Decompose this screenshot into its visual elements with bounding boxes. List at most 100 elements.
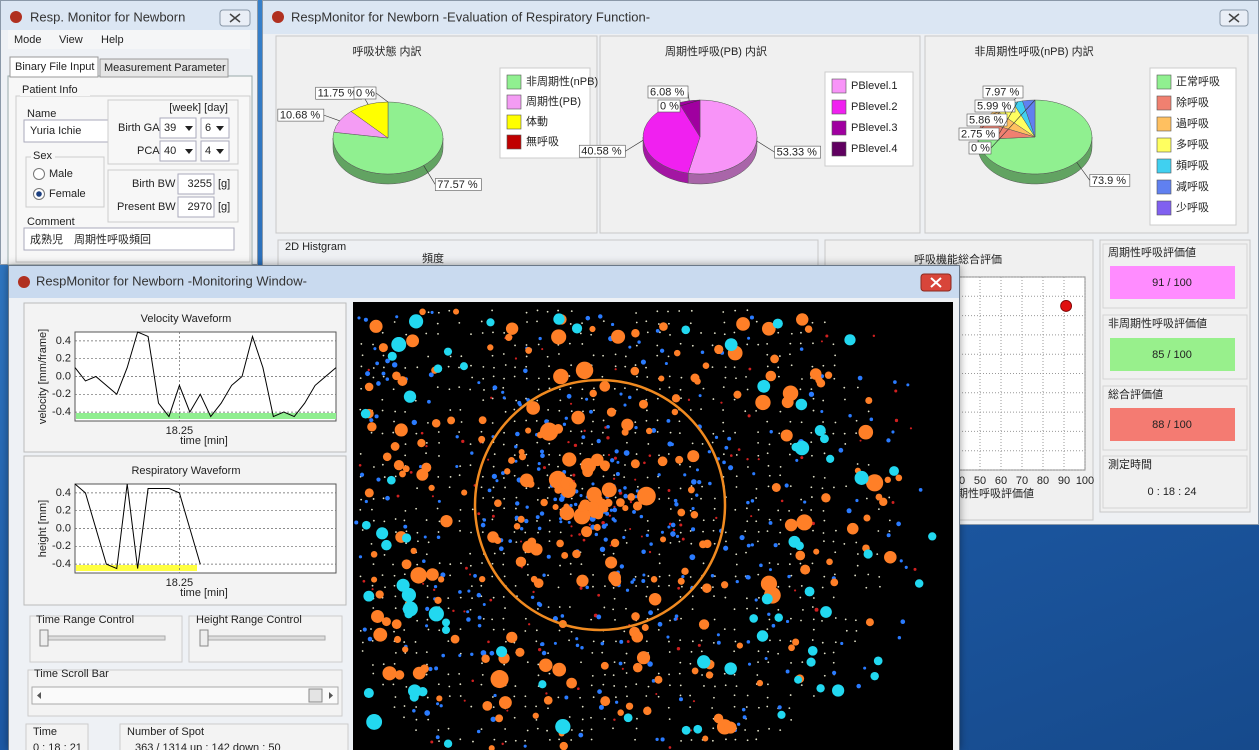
radio[interactable] xyxy=(33,168,45,180)
scrollbar[interactable] xyxy=(31,686,339,705)
grid-dot xyxy=(788,585,791,588)
grid-dot xyxy=(372,563,375,565)
menu-item[interactable]: Mode xyxy=(14,34,42,46)
cyan-spot xyxy=(777,710,786,719)
grid-dot xyxy=(800,331,802,334)
legend-swatch xyxy=(1156,137,1172,153)
grid-dot xyxy=(392,563,394,566)
red-spot xyxy=(597,593,601,597)
blue-spot xyxy=(591,482,595,486)
grid-dot xyxy=(658,388,661,390)
blue-spot xyxy=(546,554,551,559)
grid-dot xyxy=(779,465,782,468)
select[interactable] xyxy=(159,140,197,162)
blue-spot xyxy=(619,564,625,569)
grid-dot xyxy=(504,364,507,366)
cyan-spot xyxy=(814,425,826,436)
radio-label[interactable]: Male xyxy=(49,168,73,180)
tab[interactable] xyxy=(99,58,229,78)
grid-dot xyxy=(624,387,626,389)
grid-dot xyxy=(647,685,650,688)
y-tick-label: 0.4 xyxy=(56,335,71,347)
grid-dot xyxy=(393,584,396,587)
scroll-arrow[interactable] xyxy=(329,692,333,699)
radio-label[interactable]: Female xyxy=(49,188,86,200)
menu-item[interactable]: Help xyxy=(101,34,124,46)
blue-spot xyxy=(747,662,752,666)
grid-dot xyxy=(668,584,670,587)
blue-spot xyxy=(493,693,497,698)
blue-spot xyxy=(580,646,584,650)
blue-spot xyxy=(575,637,579,641)
grid-dot xyxy=(855,432,858,435)
orange-spot xyxy=(487,344,494,351)
grid-dot xyxy=(383,520,386,523)
grid-dot xyxy=(744,729,747,731)
grid-dot xyxy=(524,705,527,708)
menu-item[interactable]: View xyxy=(59,34,83,46)
grid-dot xyxy=(546,355,549,358)
orange-spot xyxy=(364,382,374,392)
blue-spot xyxy=(538,336,542,341)
orange-spot xyxy=(631,329,640,338)
select[interactable] xyxy=(200,140,230,162)
orange-spot xyxy=(796,514,813,531)
grid-dot xyxy=(758,596,760,599)
text-input[interactable] xyxy=(177,196,215,218)
grid-dot xyxy=(789,640,792,643)
blue-spot xyxy=(906,383,910,387)
grid-dot xyxy=(669,508,672,510)
orange-spot xyxy=(687,486,695,494)
red-spot xyxy=(601,520,605,525)
slider-thumb[interactable] xyxy=(39,629,49,647)
blue-spot xyxy=(614,449,619,454)
legend-swatch xyxy=(506,134,522,150)
blue-spot xyxy=(754,598,758,602)
tab[interactable] xyxy=(9,56,99,78)
grid-dot xyxy=(778,543,780,545)
blue-spot xyxy=(660,530,664,534)
orange-spot xyxy=(673,349,681,357)
cyan-spot xyxy=(391,337,406,352)
orange-spot xyxy=(702,362,710,370)
blue-spot xyxy=(749,315,755,320)
slider-thumb[interactable] xyxy=(199,629,209,647)
grid-dot xyxy=(867,573,870,576)
select-value: 4 xyxy=(205,145,211,157)
legend-label: 過呼吸 xyxy=(1176,117,1209,130)
tab-label[interactable]: Measurement Parameter xyxy=(104,62,226,74)
cyan-spot xyxy=(402,601,418,617)
blue-spot xyxy=(535,515,540,519)
blue-spot xyxy=(619,639,624,644)
scroll-thumb[interactable] xyxy=(308,688,323,703)
present-bw: 2970 xyxy=(188,201,212,213)
grid-dot xyxy=(591,443,593,446)
leader-line xyxy=(1076,162,1091,181)
red-spot xyxy=(613,456,617,460)
cyan-spot xyxy=(832,684,845,697)
grid-dot xyxy=(767,661,770,664)
orange-spot xyxy=(630,366,640,376)
grid-dot xyxy=(668,718,671,720)
orange-spot xyxy=(494,536,502,544)
grid-dot xyxy=(714,497,716,500)
text-input[interactable] xyxy=(23,227,235,251)
grid-dot xyxy=(834,354,837,357)
grid-dot xyxy=(636,388,638,391)
select[interactable] xyxy=(159,117,197,139)
grid-dot xyxy=(810,431,813,434)
grid-dot xyxy=(623,476,626,479)
grid-dot xyxy=(734,309,737,312)
score-value: 85 / 100 xyxy=(1152,349,1192,361)
tab-label[interactable]: Binary File Input xyxy=(15,61,94,73)
app-icon xyxy=(18,276,30,288)
select[interactable] xyxy=(200,117,230,139)
scroll-arrow[interactable] xyxy=(37,692,41,699)
grid-dot xyxy=(766,628,769,631)
text-input[interactable] xyxy=(177,173,215,195)
grid-dot xyxy=(535,640,538,643)
grid-dot xyxy=(700,650,703,653)
orange-spot xyxy=(589,325,596,333)
blue-spot xyxy=(863,666,867,670)
grid-dot xyxy=(535,705,538,708)
